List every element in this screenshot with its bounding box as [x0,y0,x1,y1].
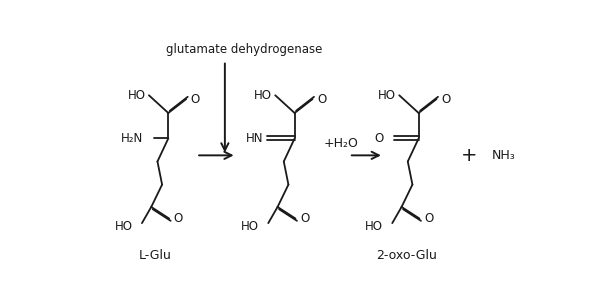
Text: O: O [424,212,433,225]
Text: HO: HO [254,89,272,102]
Text: O: O [375,132,384,145]
Text: 2-oxo-Glu: 2-oxo-Glu [376,249,437,262]
Text: HO: HO [365,220,383,233]
Text: O: O [191,93,200,106]
Text: HO: HO [128,89,146,102]
Text: NH₃: NH₃ [492,149,516,162]
Text: O: O [317,93,326,106]
Text: O: O [441,93,450,106]
Text: L-Glu: L-Glu [139,249,172,262]
Text: +H₂O: +H₂O [324,137,359,150]
Text: HO: HO [241,220,259,233]
Text: O: O [300,212,309,225]
Text: glutamate dehydrogenase: glutamate dehydrogenase [166,44,323,56]
Text: HO: HO [114,220,133,233]
Text: +: + [461,146,477,165]
Text: H₂N: H₂N [122,132,143,145]
Text: HN: HN [246,132,264,145]
Text: O: O [173,212,183,225]
Text: HO: HO [378,89,396,102]
